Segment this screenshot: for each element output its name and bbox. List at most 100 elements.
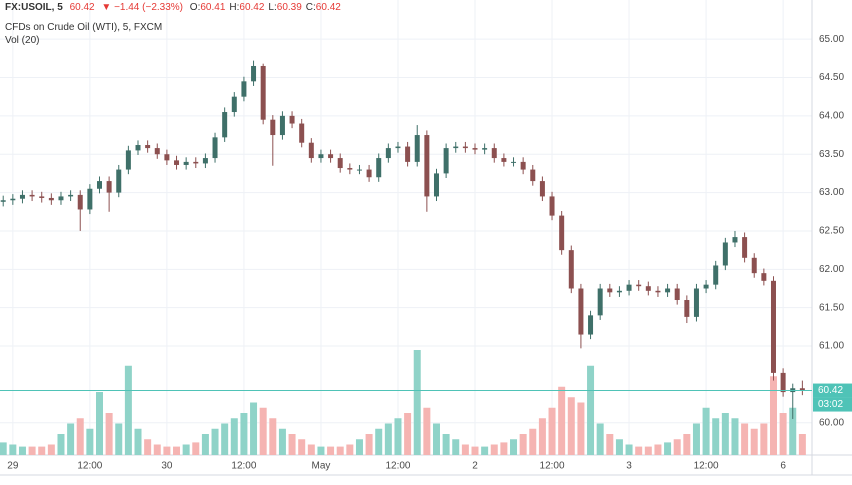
volume-bar xyxy=(471,446,479,455)
candle-body xyxy=(251,65,257,82)
countdown-label: 03:02 xyxy=(818,399,843,410)
ohlc-value: 60.42 xyxy=(239,2,265,13)
volume-bar xyxy=(500,442,508,455)
candle-body xyxy=(347,168,353,170)
volume-bar xyxy=(163,446,171,455)
volume-bar xyxy=(115,423,123,455)
candle-body xyxy=(414,135,420,162)
volume-bar xyxy=(384,423,392,455)
volume-bar xyxy=(18,446,26,455)
volume-bar xyxy=(702,407,710,455)
candle-body xyxy=(684,300,690,317)
volume-bar xyxy=(182,444,190,455)
ohlc-value: 60.42 xyxy=(315,2,341,13)
volume-bar xyxy=(432,423,440,455)
candle-body xyxy=(308,142,314,159)
candle-body xyxy=(164,154,170,161)
candle-body xyxy=(539,181,545,197)
candle-body xyxy=(616,290,622,293)
volume-bar xyxy=(798,434,806,455)
volume-bar xyxy=(9,444,17,455)
candle-body xyxy=(356,169,362,171)
x-tick-label: 12:00 xyxy=(231,461,256,472)
volume-bar xyxy=(567,397,575,455)
candle-body xyxy=(443,148,449,174)
candle-body xyxy=(578,288,584,335)
candle-body xyxy=(722,242,728,266)
candle-body xyxy=(299,123,305,143)
candle-body xyxy=(568,250,574,289)
candle-body xyxy=(19,194,25,199)
candle-body xyxy=(58,196,64,201)
volume-bar xyxy=(548,407,556,455)
candle-body xyxy=(491,148,497,159)
volume-bar xyxy=(105,413,113,455)
volume-bar xyxy=(442,434,450,455)
candle-body xyxy=(116,169,122,193)
volume-bar xyxy=(355,439,363,455)
candle-body xyxy=(241,81,247,97)
volume-bar xyxy=(192,442,200,455)
ohlc: O:60.41 H:60.42 L:60.39 C:60.42 xyxy=(190,2,345,13)
volume-bar xyxy=(490,444,498,455)
candle-body xyxy=(77,194,83,210)
candle-body xyxy=(318,154,324,159)
volume-bar xyxy=(644,446,652,455)
legend-header: FX:USOIL, 5 60.42 ▼ −1.44 (−2.33%) O:60.… xyxy=(5,2,349,13)
volume-bar xyxy=(789,407,797,455)
volume-bar xyxy=(760,423,768,455)
volume-bar xyxy=(86,428,94,455)
volume-bar xyxy=(365,434,373,455)
volume-bar xyxy=(76,418,84,455)
volume-label: Vol (20) xyxy=(5,35,40,46)
y-tick-label: 61.00 xyxy=(819,341,844,352)
volume-bar xyxy=(750,428,758,455)
volume-bar xyxy=(615,439,623,455)
candle-body xyxy=(799,388,805,391)
volume-bar xyxy=(741,423,749,455)
volume-bar xyxy=(510,439,518,455)
candle-body xyxy=(328,154,334,159)
volume-bar xyxy=(587,365,595,455)
y-tick-label: 63.50 xyxy=(819,149,844,160)
candle-body xyxy=(520,161,526,170)
volume-bar xyxy=(673,439,681,455)
candle-body xyxy=(607,288,613,293)
volume-bar xyxy=(596,423,604,455)
series-title: CFDs on Crude Oil (WTI), 5, FXCM xyxy=(5,22,163,33)
y-tick-label: 65.00 xyxy=(819,34,844,45)
candle-body xyxy=(39,196,45,198)
candle-body xyxy=(145,145,151,149)
candle-body xyxy=(424,135,430,197)
volume-bar xyxy=(278,428,286,455)
candle-body xyxy=(202,158,208,164)
volume-bar xyxy=(336,446,344,455)
candle-body xyxy=(713,265,719,285)
volume-bar xyxy=(95,392,103,455)
candle-body xyxy=(289,115,295,124)
x-tick-label: 12:00 xyxy=(77,461,102,472)
volume-bar xyxy=(625,444,633,455)
candle-body xyxy=(780,372,786,393)
last-price-tag xyxy=(813,383,852,398)
volume-bar xyxy=(28,446,36,455)
volume-bar xyxy=(240,413,248,455)
candle-body xyxy=(212,137,218,159)
candle-body xyxy=(135,145,141,151)
candle-body xyxy=(559,215,565,251)
volume-bar xyxy=(38,446,46,455)
volume-bar xyxy=(606,434,614,455)
last-price-label: 60.42 xyxy=(818,385,843,396)
volume-bar xyxy=(201,434,209,455)
candle-body xyxy=(260,65,266,120)
volume-bar xyxy=(346,444,354,455)
volume-bar xyxy=(683,434,691,455)
candle-body xyxy=(29,194,35,197)
candle-body xyxy=(482,148,488,150)
volume-bar xyxy=(57,434,65,455)
candle-body xyxy=(511,161,517,163)
y-tick-label: 61.50 xyxy=(819,302,844,313)
volume-bar xyxy=(221,423,229,455)
